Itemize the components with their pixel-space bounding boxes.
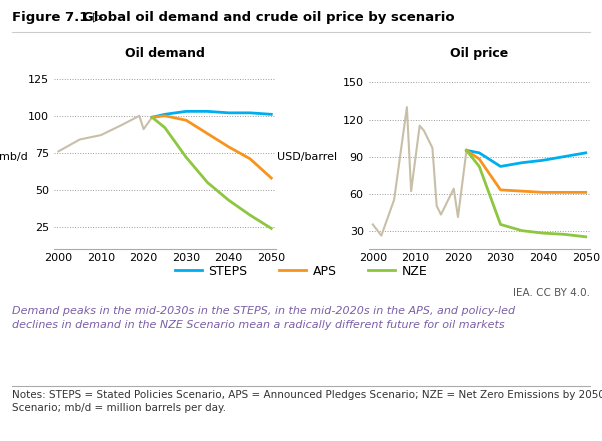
Legend: STEPS, APS, NZE: STEPS, APS, NZE [170,260,432,283]
Text: IEA. CC BY 4.0.: IEA. CC BY 4.0. [513,288,590,298]
Text: Demand peaks in the mid-2030s in the STEPS, in the mid-2020s in the APS, and pol: Demand peaks in the mid-2030s in the STE… [12,306,515,330]
Text: Figure 7.1 ▷: Figure 7.1 ▷ [12,11,104,24]
Y-axis label: USD/barrel: USD/barrel [278,152,338,161]
Title: Oil price: Oil price [450,47,508,60]
Title: Oil demand: Oil demand [125,47,205,60]
Text: Notes: STEPS = Stated Policies Scenario, APS = Announced Pledges Scenario; NZE =: Notes: STEPS = Stated Policies Scenario,… [12,390,602,414]
Text: Global oil demand and crude oil price by scenario: Global oil demand and crude oil price by… [69,11,455,24]
Y-axis label: mb/d: mb/d [0,152,28,161]
